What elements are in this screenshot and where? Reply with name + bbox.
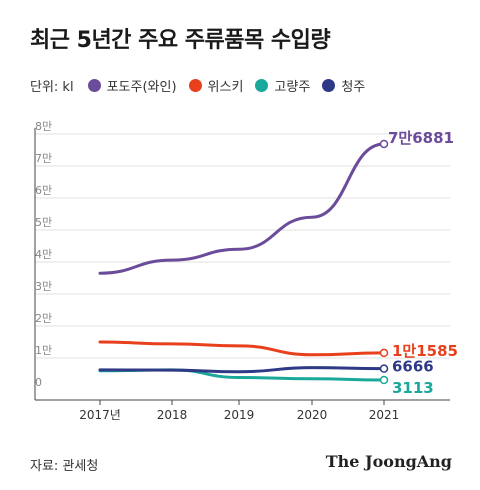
y-tick-label: 4만 [35,248,52,261]
legend-item-whisky: 위스키 [188,76,244,95]
legend-item-wine: 포도주(와인) [87,76,177,95]
series-line-0 [98,142,386,275]
series-end-marker [379,375,389,385]
y-tick-label: 8만 [35,120,52,133]
y-tick-label: 0 [35,376,42,389]
series-line-1 [98,340,386,357]
series-end-marker [379,139,389,149]
y-tick-label: 3만 [35,280,52,293]
unit-label: 단위: kl [30,80,74,95]
x-tick-label: 2017년 [79,408,121,422]
legend-swatch-cheongju [322,79,336,92]
series-end-marker [379,364,389,373]
legend-swatch-kaoliang [255,79,269,92]
y-tick-label: 7만 [35,152,52,165]
chart-title: 최근 5년간 주요 주류품목 수입량 [30,28,331,53]
y-tick-label: 2만 [35,312,52,325]
legend-label-wine: 포도주(와인) [106,80,177,95]
x-tick-label: 2019 [224,408,255,422]
legend-label-cheongju: 청주 [341,80,366,95]
series-line-3 [98,366,386,374]
series-end-label: 6666 [392,358,434,376]
legend-label-whisky: 위스키 [207,80,244,95]
legend-swatch-whisky [188,79,202,92]
series-end-marker [379,348,389,358]
source-note: 자료: 관세청 [30,459,99,474]
brand-logo: The JoongAng [325,452,452,471]
x-tick-label: 2018 [157,408,188,422]
y-tick-label: 5만 [35,216,52,229]
y-tick-label: 6만 [35,184,52,197]
legend: 단위: kl 포도주(와인) 위스키 고량주 청주 [30,76,377,95]
series-end-label: 7만6881 [388,129,454,147]
series-end-label: 3113 [392,379,434,397]
series-end-label: 1만1585 [392,342,458,360]
legend-item-kaoliang: 고량주 [255,76,310,95]
y-tick-label: 1만 [35,344,52,357]
x-tick-label: 2020 [297,408,328,422]
legend-item-cheongju: 청주 [322,76,365,95]
legend-swatch-wine [87,79,101,92]
legend-label-kaoliang: 고량주 [274,80,311,95]
x-tick-label: 2021 [369,408,400,422]
